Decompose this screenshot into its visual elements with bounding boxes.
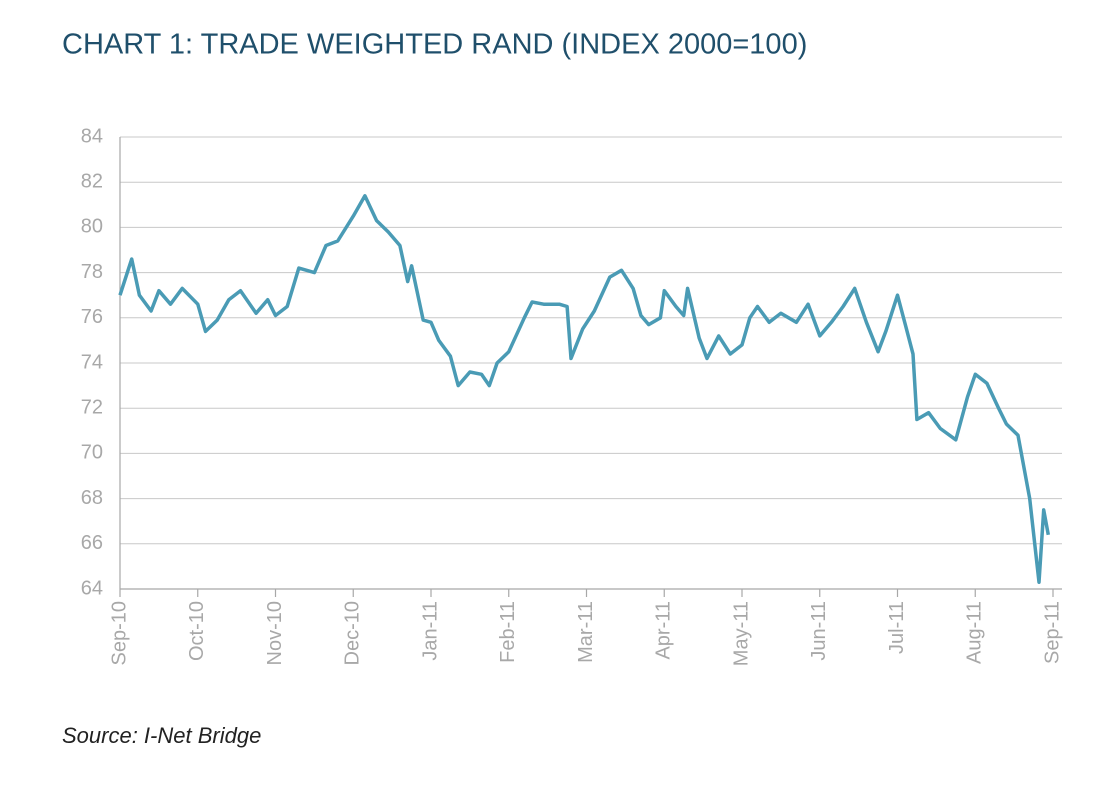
- x-tick-label: Dec-10: [342, 601, 364, 665]
- x-tick-label: Feb-11: [497, 601, 519, 663]
- x-tick-label: Sep-10: [108, 601, 130, 666]
- data-line: [118, 194, 1051, 584]
- x-tick-label: Apr-11: [653, 601, 675, 660]
- chart-title: CHART 1: TRADE WEIGHTED RAND (INDEX 2000…: [62, 29, 807, 61]
- x-tick-label: Aug-11: [964, 601, 986, 664]
- y-tick-label: 82: [81, 170, 103, 192]
- y-tick-label: 66: [81, 532, 103, 554]
- y-tick-label: 84: [81, 125, 103, 147]
- y-tick-label: 72: [81, 396, 103, 418]
- y-tick-label: 78: [81, 261, 103, 283]
- source-note: Source: I-Net Bridge: [62, 723, 261, 748]
- y-tick-label: 74: [81, 351, 103, 373]
- x-tick-label: Jul-11: [886, 601, 908, 654]
- y-tick-label: 70: [81, 442, 103, 464]
- y-tick-label: 68: [81, 487, 103, 509]
- y-tick-label: 64: [81, 577, 103, 599]
- x-tick-label: Jun-11: [808, 601, 830, 661]
- y-tick-label: 80: [81, 216, 103, 238]
- x-tick-label: Mar-11: [575, 601, 597, 663]
- x-tick-label: Jan-11: [419, 601, 441, 661]
- x-tick-label: Oct-10: [186, 601, 208, 661]
- x-tick-label: May-11: [730, 601, 752, 666]
- y-tick-label: 76: [81, 306, 103, 328]
- x-tick-label: Nov-10: [264, 601, 286, 665]
- x-tick-label: Sep-11: [1041, 601, 1063, 664]
